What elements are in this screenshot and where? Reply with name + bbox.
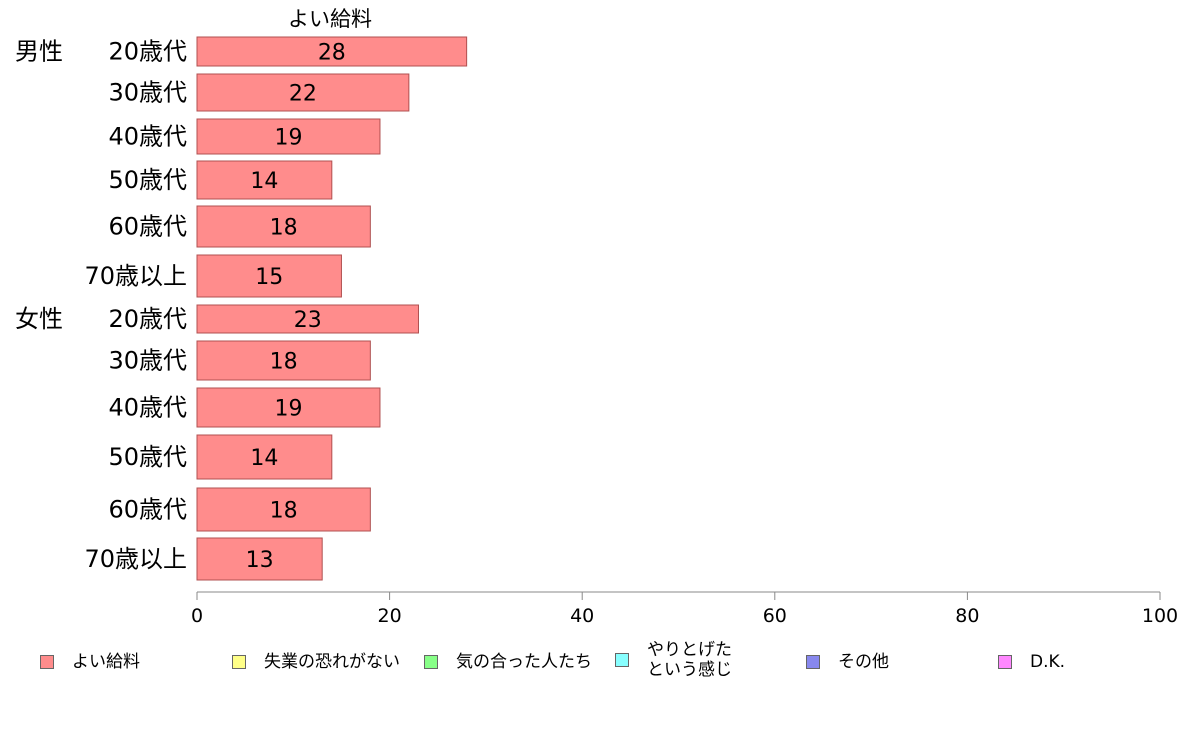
group-label: 男性 (15, 38, 63, 66)
x-tick-label: 100 (1142, 605, 1178, 627)
bar (196, 118, 381, 155)
data-label: 14 (250, 446, 278, 471)
category-label: 40歳代 (108, 123, 187, 151)
legend-item: その他 (806, 652, 889, 672)
data-label: 18 (270, 216, 298, 241)
data-label: 13 (246, 548, 274, 573)
bar (196, 537, 323, 581)
x-axis: 0 20 40 60 80 100 (191, 591, 1178, 627)
data-label: 15 (255, 265, 283, 290)
category-label: 50歳代 (108, 443, 187, 471)
category-label: 30歳代 (108, 79, 187, 107)
data-label: 28 (318, 41, 346, 66)
data-label: 19 (274, 126, 302, 151)
category-label: 70歳以上 (84, 545, 187, 573)
bar (196, 387, 381, 428)
legend-swatch (806, 655, 820, 669)
legend-item: D.K. (998, 652, 1065, 672)
bar (196, 205, 371, 248)
legend-swatch (232, 655, 246, 669)
data-label: 18 (270, 350, 298, 375)
legend-label: D.K. (1030, 652, 1066, 672)
category-labels: 20歳代 30歳代 40歳代 50歳代 60歳代 70歳以上 20歳代 30歳代 40歳代 50歳… (84, 38, 187, 574)
legend-item: 気の合った人たち (424, 652, 592, 672)
legend-swatch (40, 655, 54, 669)
category-label: 40歳代 (108, 394, 187, 422)
bar (196, 434, 333, 480)
x-tick-label: 40 (570, 605, 594, 627)
category-label: 20歳代 (108, 305, 187, 333)
legend-label: その他 (838, 652, 889, 672)
legend-item: よい給料 (40, 652, 140, 672)
x-tick-label: 60 (763, 605, 787, 627)
bar (196, 340, 371, 381)
x-tick-label: 80 (955, 605, 979, 627)
data-label: 19 (274, 397, 302, 422)
group-label: 女性 (15, 305, 63, 333)
bar (196, 73, 410, 112)
category-label: 70歳以上 (84, 262, 187, 290)
legend-label: 失業の恐れがない (264, 652, 400, 672)
bar (196, 304, 419, 334)
legend-swatch (615, 653, 629, 667)
category-label: 50歳代 (108, 166, 187, 194)
data-label: 22 (289, 82, 317, 107)
legend-label: 気の合った人たち (456, 652, 592, 672)
legend-label: やりとげた という感じ (647, 640, 732, 680)
data-label: 14 (250, 169, 278, 194)
data-label: 18 (270, 499, 298, 524)
category-label: 60歳代 (108, 213, 187, 241)
legend-swatch (424, 655, 438, 669)
legend-swatch (998, 655, 1012, 669)
bar (196, 254, 342, 298)
legend: よい給料 失業の恐れがない 気の合った人たち やりとげた という感じ その他 D.K. (0, 640, 1188, 690)
bar (196, 160, 333, 200)
legend-item: 失業の恐れがない (232, 652, 400, 672)
bar (196, 36, 468, 67)
bars (196, 36, 468, 581)
data-label: 23 (294, 308, 322, 333)
legend-item: やりとげた という感じ (615, 640, 732, 680)
category-label: 30歳代 (108, 347, 187, 375)
legend-label: よい給料 (72, 652, 140, 672)
series-header: よい給料 (288, 7, 372, 31)
x-tick-label: 0 (191, 605, 203, 627)
bar (196, 487, 371, 532)
category-label: 20歳代 (108, 38, 187, 66)
category-label: 60歳代 (108, 496, 187, 524)
x-tick-label: 20 (378, 605, 402, 627)
